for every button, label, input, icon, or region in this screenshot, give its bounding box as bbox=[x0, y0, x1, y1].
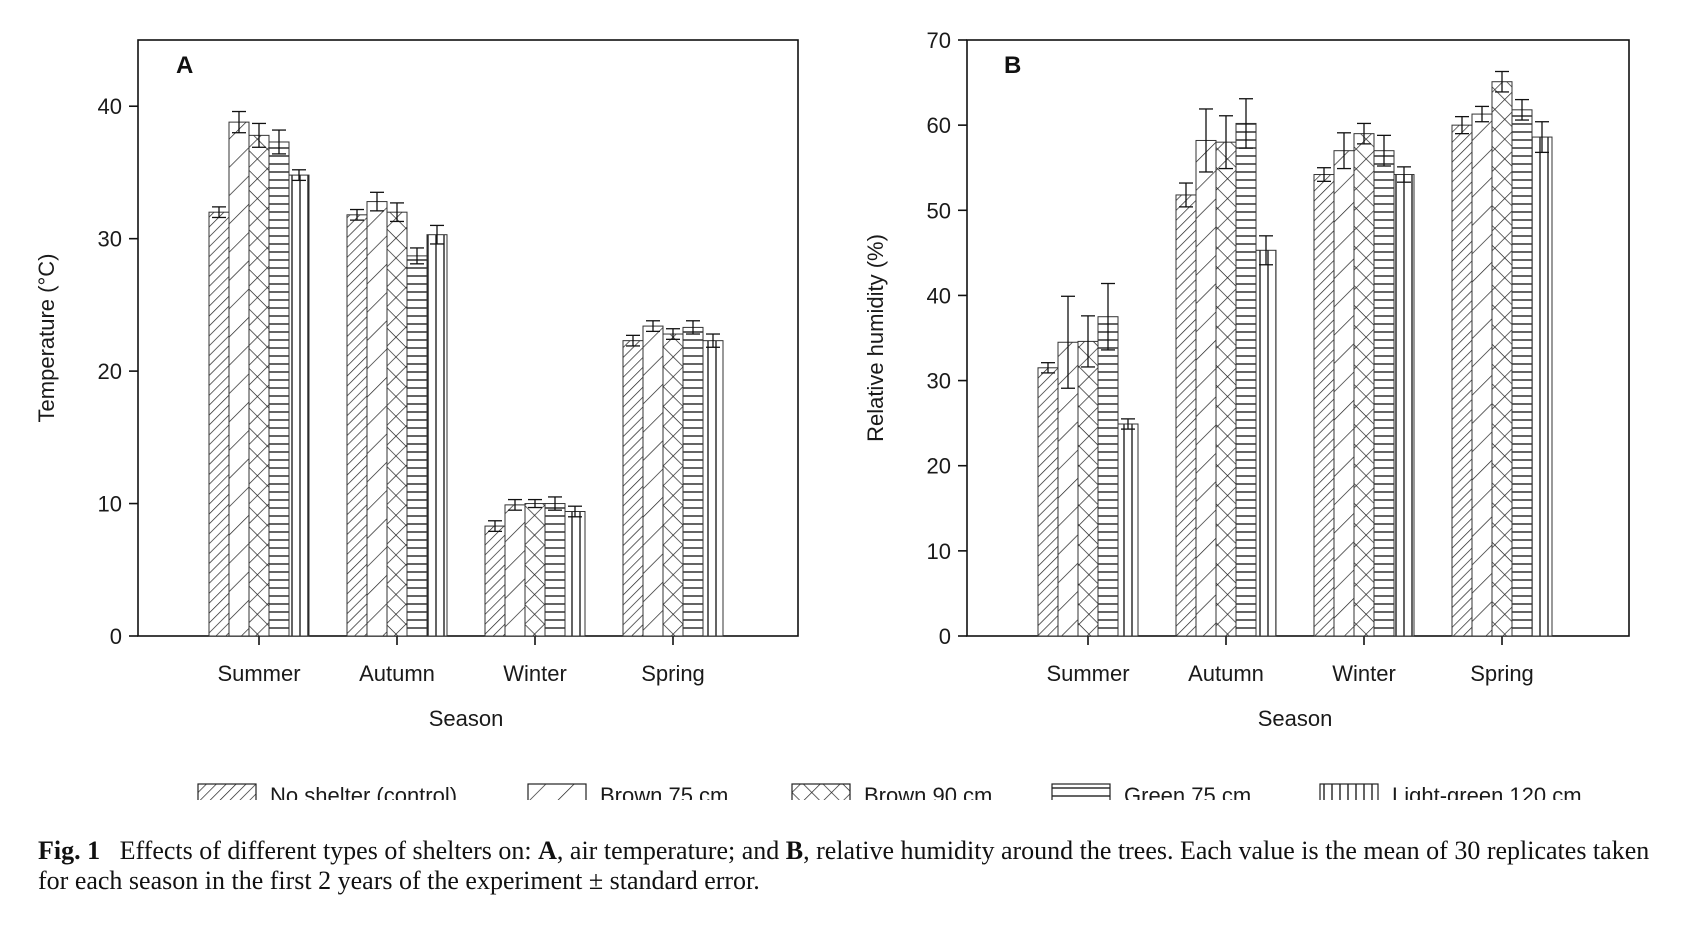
panel-b-y-tick-label: 70 bbox=[927, 28, 951, 53]
panel-b-bar bbox=[1393, 174, 1415, 637]
panel-a-x-tick-label: Winter bbox=[503, 661, 567, 686]
panel-b-x-tick-label: Winter bbox=[1332, 661, 1396, 686]
panel-b-y-tick-label: 60 bbox=[927, 113, 951, 138]
caption-label: Fig. 1 bbox=[38, 836, 101, 865]
panel-b-x-tick-label: Autumn bbox=[1188, 661, 1264, 686]
panel-b-y-tick-label: 20 bbox=[927, 454, 951, 479]
legend-swatch bbox=[527, 783, 587, 800]
legend-swatch bbox=[1051, 783, 1111, 800]
panel-a-y-tick-label: 40 bbox=[98, 94, 122, 119]
panel-b-letter: B bbox=[1004, 52, 1021, 79]
panel-b-x-tick-label: Summer bbox=[1046, 661, 1129, 686]
caption-text-3: , relative humidity around the trees. Ea… bbox=[38, 836, 1650, 895]
panel-b-y-axis-label: Relative humidity (%) bbox=[863, 234, 888, 442]
panel-a-bar bbox=[662, 333, 684, 637]
panel-a-bar bbox=[288, 174, 310, 637]
panel-b-bar bbox=[1255, 249, 1277, 637]
panel-a-bar bbox=[544, 503, 566, 637]
panel-b-bar bbox=[1531, 136, 1553, 637]
caption-text-1: Effects of different types of shelters o… bbox=[119, 836, 539, 865]
panel-b-y-tick-label: 50 bbox=[927, 198, 951, 223]
panel-a-bar bbox=[228, 121, 250, 637]
panel-b-bar bbox=[1451, 124, 1473, 637]
panel-a-bar bbox=[524, 503, 546, 637]
legend: No shelter (control) Brown 75 cm Brown 90 … bbox=[197, 783, 1582, 800]
panel-a-y-tick-label: 10 bbox=[98, 492, 122, 517]
panel-b-bar bbox=[1077, 340, 1099, 637]
panel-a-y-tick-label: 0 bbox=[110, 624, 122, 649]
panel-a-y-tick-label: 20 bbox=[98, 359, 122, 384]
panel-b-bar bbox=[1175, 194, 1197, 637]
panel-a-bar bbox=[564, 511, 586, 637]
legend-swatch bbox=[791, 783, 851, 800]
panel-b-plot-frame bbox=[966, 39, 1630, 637]
panel-b-bar bbox=[1471, 113, 1493, 637]
panel-b-bar bbox=[1373, 150, 1395, 637]
panel-a-bar bbox=[248, 134, 270, 637]
panel-a-bar bbox=[426, 234, 448, 637]
panel-b-bar bbox=[1097, 316, 1119, 637]
panel-a-bar bbox=[682, 326, 704, 637]
panel-b-bar bbox=[1235, 122, 1257, 637]
panel-b-bar bbox=[1511, 109, 1533, 637]
panel-a-plot-frame bbox=[137, 39, 799, 637]
panel-a-bar bbox=[504, 504, 526, 637]
panel-b-x-axis-label: Season bbox=[1258, 706, 1333, 731]
panel-a-x-tick-label: Summer bbox=[217, 661, 300, 686]
figure: A 0 10 20 30 40 Temperature (°C) Summer Autumn W… bbox=[34, 28, 1630, 800]
legend-label: No shelter (control) bbox=[270, 783, 457, 800]
panel-a-bar bbox=[268, 141, 290, 637]
panel-a-bar bbox=[702, 340, 724, 637]
panel-a-bar bbox=[406, 255, 428, 637]
panel-b-bar bbox=[1313, 174, 1335, 637]
legend-swatch bbox=[197, 783, 257, 800]
caption-bold-b: B bbox=[785, 836, 804, 865]
figure-caption: Fig. 1 Effects of different types of she… bbox=[38, 836, 1658, 896]
panel-b-y-tick-label: 40 bbox=[927, 283, 951, 308]
panel-a-y-tick-label: 30 bbox=[98, 227, 122, 252]
legend-swatch bbox=[1319, 783, 1379, 800]
panel-a-chart: A 0 10 20 30 40 Temperature (°C) Summer Autumn W… bbox=[34, 39, 799, 731]
panel-a-bar bbox=[484, 525, 506, 637]
legend-label: Brown 90 cm bbox=[864, 783, 992, 800]
panel-b-y-tick-label: 30 bbox=[927, 369, 951, 394]
caption-text-2: , air temperature; and bbox=[556, 836, 786, 865]
legend-label: Brown 75 cm bbox=[600, 783, 728, 800]
panel-b-bar bbox=[1491, 81, 1513, 637]
panel-b-x-tick-label: Spring bbox=[1470, 661, 1534, 686]
panel-b-bar bbox=[1195, 139, 1217, 637]
panel-a-letter: A bbox=[176, 52, 193, 79]
panel-b-bar bbox=[1117, 423, 1139, 637]
panel-a-bar bbox=[622, 340, 644, 637]
panel-b-bar bbox=[1037, 367, 1059, 637]
panel-a-bar bbox=[366, 201, 388, 637]
panel-b-bar bbox=[1353, 133, 1375, 637]
caption-bold-a: A bbox=[538, 836, 557, 865]
panel-b-chart: B 0 10 20 30 40 50 60 70 Relative humidity (%) Su… bbox=[863, 28, 1630, 731]
panel-b-bar bbox=[1215, 141, 1237, 637]
panel-b-y-tick-label: 0 bbox=[939, 624, 951, 649]
panel-a-bar bbox=[642, 325, 664, 637]
panel-a-x-axis-label: Season bbox=[429, 706, 504, 731]
panel-a-bar bbox=[208, 211, 230, 637]
legend-label: Light-green 120 cm bbox=[1392, 783, 1582, 800]
panel-a-x-tick-label: Spring bbox=[641, 661, 705, 686]
panel-b-bar bbox=[1333, 150, 1355, 637]
panel-a-x-tick-label: Autumn bbox=[359, 661, 435, 686]
panel-a-bar bbox=[386, 211, 408, 637]
panel-a-y-axis-label: Temperature (°C) bbox=[34, 254, 59, 423]
panel-b-y-tick-label: 10 bbox=[927, 539, 951, 564]
legend-label: Green 75 cm bbox=[1124, 783, 1251, 800]
panel-a-bar bbox=[346, 214, 368, 637]
